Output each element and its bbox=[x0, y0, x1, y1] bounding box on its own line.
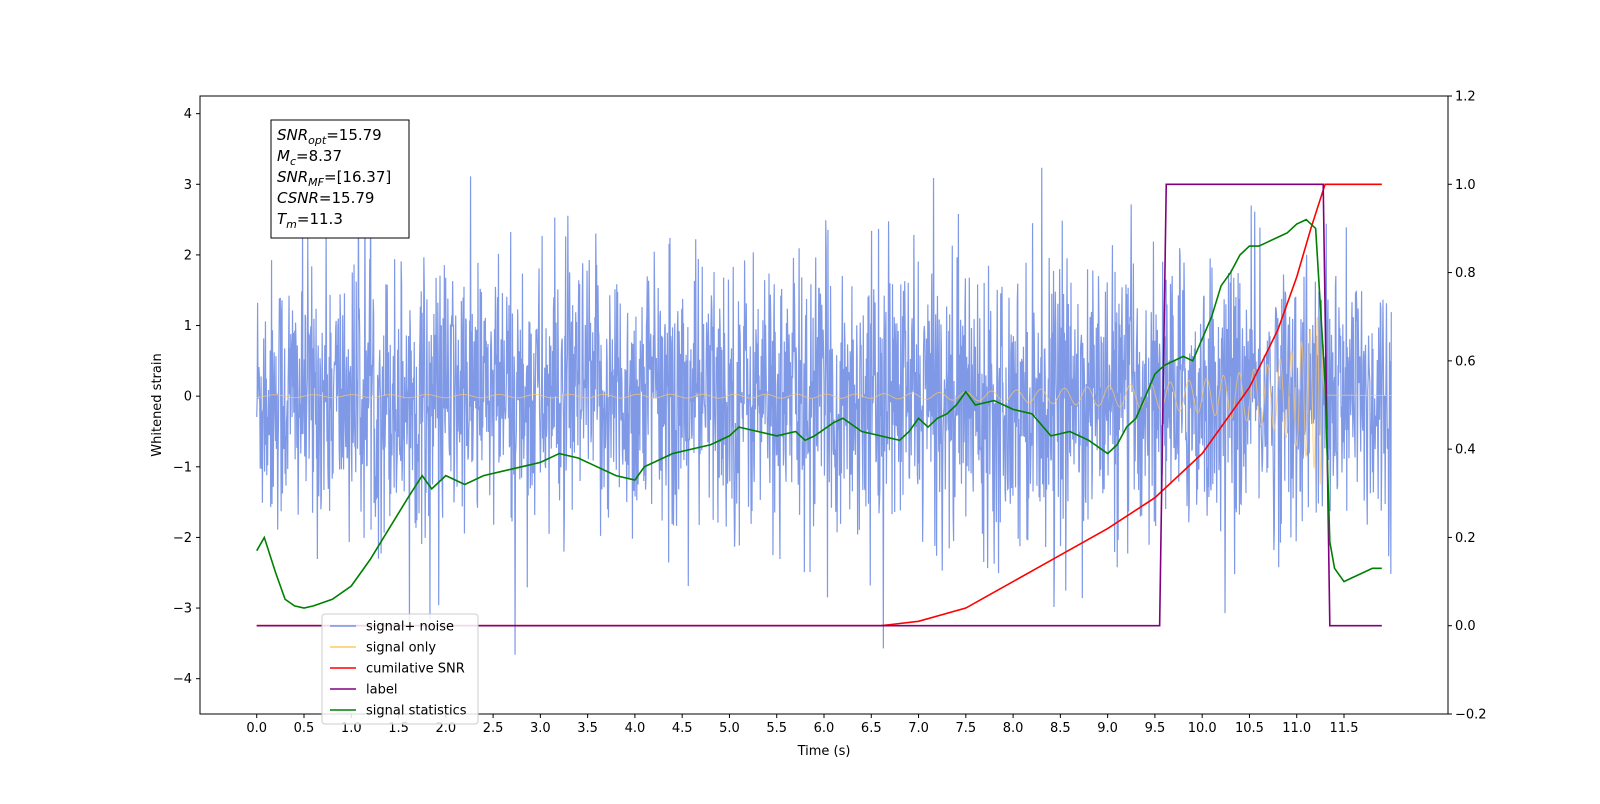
x-tick-label: 0.5 bbox=[294, 721, 315, 736]
x-tick-label: 8.5 bbox=[1050, 721, 1071, 736]
x-tick-label: 5.5 bbox=[766, 721, 787, 736]
legend-entry: signal statistics bbox=[366, 704, 467, 719]
y2-tick-label: 0.0 bbox=[1455, 619, 1476, 634]
legend-frame bbox=[321, 613, 479, 725]
stats-annotation-box: SNRopt=15.79Mc=8.37SNRMF=[16.37]CSNR=15.… bbox=[270, 119, 410, 239]
legend-entry: signal only bbox=[366, 641, 436, 656]
annotation-frame bbox=[270, 119, 410, 239]
y-tick-label: 1 bbox=[184, 319, 192, 334]
y2-tick-label: 0.6 bbox=[1455, 354, 1476, 369]
x-tick-label: 11.5 bbox=[1330, 721, 1359, 736]
y-axis-label: Whitened strain bbox=[150, 353, 165, 456]
y-tick-label: 2 bbox=[184, 248, 192, 263]
x-tick-label: 4.5 bbox=[672, 721, 693, 736]
annotation-line: SNRMF=[16.37] bbox=[277, 168, 391, 189]
y2-tick-label: 0.4 bbox=[1455, 443, 1476, 458]
x-tick-label: 3.5 bbox=[577, 721, 598, 736]
legend: signal+ noise signal only cumilative SNR la… bbox=[321, 613, 479, 725]
x-tick-label: 7.0 bbox=[908, 721, 929, 736]
annotation-line: CSNR=15.79 bbox=[277, 189, 374, 207]
x-tick-label: 3.0 bbox=[530, 721, 551, 736]
legend-entry: label bbox=[366, 683, 397, 698]
series-line-signal-statistics bbox=[256, 218, 1382, 609]
y2-tick-label: −0.2 bbox=[1455, 708, 1487, 723]
x-tick-label: 9.0 bbox=[1097, 721, 1118, 736]
x-tick-label: 4.0 bbox=[625, 721, 646, 736]
y2-tick-label: 0.8 bbox=[1455, 266, 1476, 281]
x-tick-label: 9.5 bbox=[1145, 721, 1166, 736]
x-tick-label: 8.0 bbox=[1003, 721, 1024, 736]
y-tick-label: 4 bbox=[184, 107, 192, 122]
x-tick-label: 2.5 bbox=[483, 721, 504, 736]
y-tick-label: −2 bbox=[173, 531, 192, 546]
x-tick-label: 7.5 bbox=[955, 721, 976, 736]
x-tick-label: 5.0 bbox=[719, 721, 740, 736]
x-tick-label: 11.0 bbox=[1282, 721, 1311, 736]
x-tick-label: 1.0 bbox=[341, 721, 362, 736]
axes: 0.0 0.5 1.0 1.5 2.0 2.5 3.0 3.5 4.0 4.5 5.0 5.5 6.0 6… bbox=[173, 90, 1487, 737]
x-tick-label: 10.5 bbox=[1235, 721, 1264, 736]
series-line-signal-noise bbox=[256, 140, 1392, 655]
x-axis-label: Time (s) bbox=[797, 744, 851, 759]
legend-entry: cumilative SNR bbox=[366, 662, 465, 677]
annotation-line: Mc=8.37 bbox=[277, 147, 342, 168]
annotation-line: SNRopt=15.79 bbox=[277, 126, 382, 147]
y2-tick-label: 1.2 bbox=[1455, 90, 1476, 105]
series-line-cumulative-snr bbox=[256, 183, 1382, 627]
y-tick-label: 0 bbox=[184, 390, 192, 405]
y-tick-label: 3 bbox=[184, 178, 192, 193]
y2-tick-label: 0.2 bbox=[1455, 531, 1476, 546]
legend-entry: signal+ noise bbox=[366, 620, 454, 635]
x-tick-label: 0.0 bbox=[246, 721, 267, 736]
x-tick-label: 6.0 bbox=[814, 721, 835, 736]
x-tick-label: 1.5 bbox=[388, 721, 409, 736]
series-line-signal-only bbox=[256, 316, 1392, 486]
x-tick-label: 2.0 bbox=[435, 721, 456, 736]
annotation-line: Tm=11.3 bbox=[277, 210, 343, 231]
y-tick-label: −1 bbox=[173, 460, 192, 475]
series-line-label bbox=[256, 183, 1382, 627]
x-tick-label: 10.0 bbox=[1188, 721, 1217, 736]
y2-tick-label: 1.0 bbox=[1455, 178, 1476, 193]
x-tick-label: 6.5 bbox=[861, 721, 882, 736]
plot-data bbox=[256, 140, 1392, 655]
y-tick-label: −4 bbox=[173, 672, 192, 687]
y-tick-label: −3 bbox=[173, 602, 192, 617]
